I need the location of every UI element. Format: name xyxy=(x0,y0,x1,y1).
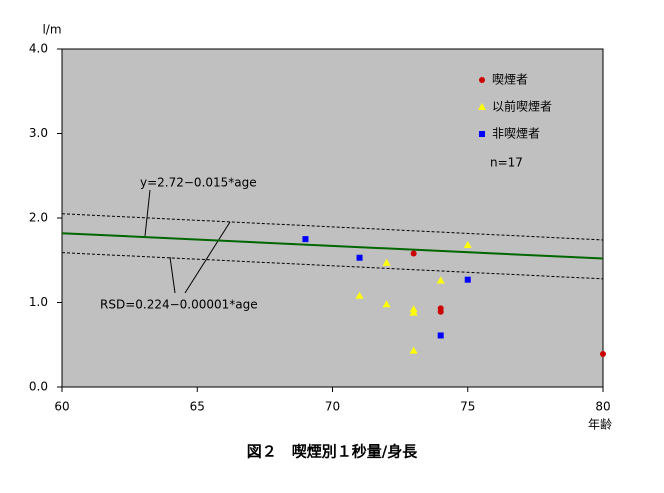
x-tick-label: 75 xyxy=(460,400,475,414)
leader-line xyxy=(169,256,176,294)
annotation: n=17 xyxy=(490,156,523,170)
chart-title: 図２ 喫煙別１秒量/身長 xyxy=(247,443,418,461)
point xyxy=(410,250,417,257)
x-tick-label: 70 xyxy=(325,400,340,414)
point xyxy=(463,241,472,249)
point xyxy=(437,308,444,315)
fit-line xyxy=(61,252,604,280)
y-tick-label: 3.0 xyxy=(29,126,48,140)
x-tick-label: 60 xyxy=(54,400,69,414)
point xyxy=(302,236,309,243)
annotation: RSD=0.224−0.00001*age xyxy=(100,298,258,312)
point xyxy=(382,300,391,308)
x-tick-label: 65 xyxy=(190,400,205,414)
point xyxy=(382,258,391,266)
point xyxy=(436,276,445,284)
point xyxy=(409,308,418,316)
x-tick-label: 80 xyxy=(595,400,610,414)
x-unit: 年齢 xyxy=(588,417,612,432)
y-tick-label: 2.0 xyxy=(29,211,48,225)
y-tick-label: 0.0 xyxy=(29,380,48,394)
legend-label: 非喫煙者 xyxy=(492,127,540,141)
legend-label: 喫煙者 xyxy=(492,73,528,87)
point xyxy=(437,332,444,339)
y-unit: l/m xyxy=(42,23,61,37)
leader-line xyxy=(184,221,231,294)
point xyxy=(356,254,363,261)
point xyxy=(478,103,486,110)
leader-line xyxy=(144,189,151,237)
y-tick-label: 4.0 xyxy=(29,42,48,56)
point xyxy=(355,291,364,299)
fit-line xyxy=(61,213,604,241)
point xyxy=(479,77,485,83)
annotation: y=2.72−0.015*age xyxy=(140,176,257,190)
point xyxy=(600,351,606,358)
fit-line xyxy=(61,232,604,260)
point xyxy=(464,276,471,283)
point xyxy=(479,131,485,137)
legend-label: 以前喫煙者 xyxy=(492,99,552,114)
point xyxy=(409,346,418,354)
y-tick-label: 1.0 xyxy=(29,295,48,309)
